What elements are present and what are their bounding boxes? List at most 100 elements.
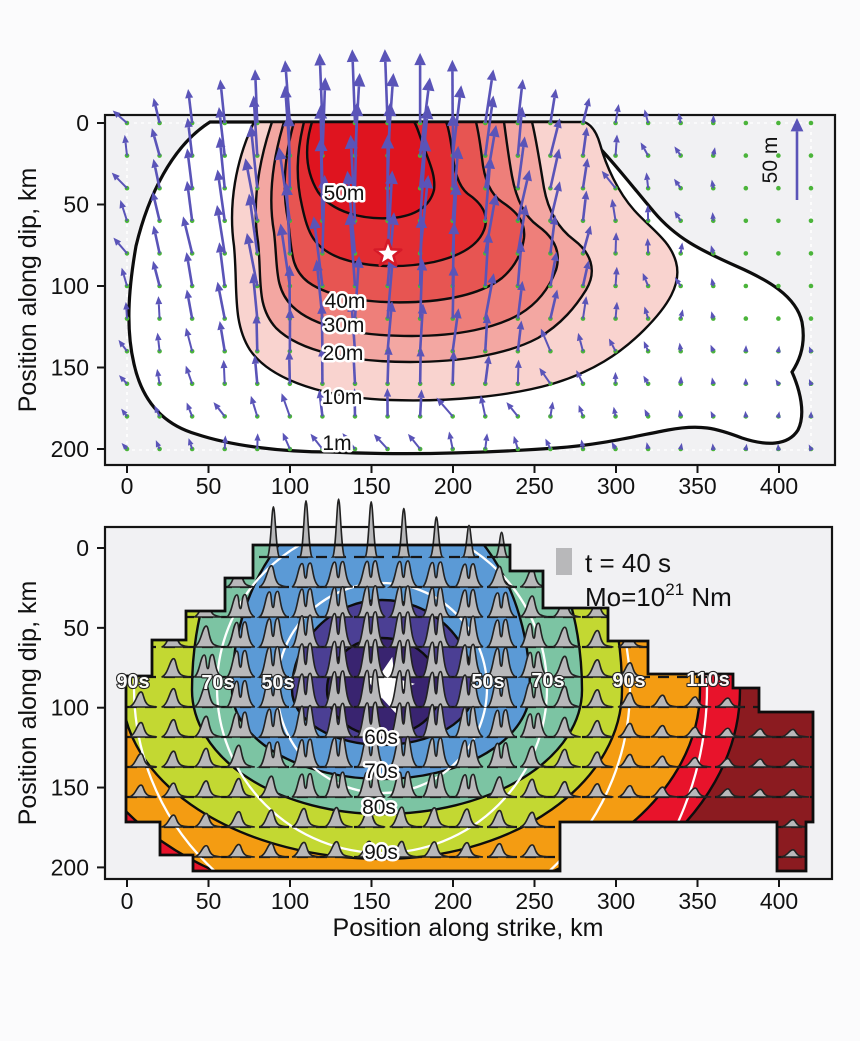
slip-vector-head (347, 301, 357, 312)
slip-vector-shaft (187, 97, 194, 124)
slip-vector-head (674, 277, 682, 285)
slip-vector-shaft (386, 311, 393, 352)
slip-vector-shaft (156, 411, 161, 417)
stf-waveform (552, 716, 581, 738)
slip-vector-head (553, 181, 562, 192)
stf-waveform (585, 783, 614, 798)
slip-vector-head (416, 259, 428, 271)
stf-waveform (517, 681, 549, 708)
slip-vector-shaft (549, 260, 557, 287)
slip-vector-shaft (350, 148, 357, 221)
slip-vector-shaft (219, 147, 227, 189)
grid-dot (776, 251, 781, 256)
grid-dot (808, 316, 814, 321)
scale-arrow-label: 50 m (759, 137, 782, 184)
slip-vector-shaft (314, 439, 324, 450)
slip-vector-shaft (542, 373, 552, 385)
slip-vector-head (118, 375, 126, 383)
slip-vector-head (216, 242, 225, 253)
slip-vector-shaft (153, 167, 161, 189)
slip-vector-shaft (284, 439, 291, 450)
x-tick-label: 300 (597, 888, 635, 914)
slip-vector-head (420, 105, 434, 120)
slip-vector-shaft (605, 176, 617, 189)
slip-vector-head (522, 169, 532, 182)
slip-vector-shaft (483, 282, 494, 319)
slip-vector-shaft (117, 114, 128, 124)
slip-vector-shaft (549, 408, 553, 417)
slip-vector-head (710, 377, 716, 385)
slip-vector-shaft (581, 199, 587, 221)
stf-waveform (324, 840, 353, 858)
x-tick-label: 50 (196, 888, 222, 914)
slip-vector-head (484, 156, 496, 169)
slip-vector-shaft (484, 440, 488, 450)
slip-vector-shaft (246, 169, 259, 222)
grid-dot (808, 283, 814, 289)
slip-vector-head (373, 434, 382, 443)
slip-vector-shaft (613, 447, 617, 450)
slip-vector-shaft (646, 179, 650, 189)
time-label-black-90s: 90s (364, 841, 398, 864)
slip-vector-shaft (581, 166, 588, 189)
grid-dot (613, 316, 618, 321)
stf-waveform (258, 775, 288, 798)
slip-vector-head (242, 158, 253, 171)
time-label-white-50s: 50s (261, 672, 294, 694)
slip-vector-head (579, 439, 586, 447)
slip-vector-head (808, 411, 814, 418)
slip-vector-head (453, 85, 466, 99)
slip-vector-shaft (124, 142, 128, 156)
stf-waveform (289, 738, 321, 768)
slip-vector-shaft (441, 403, 454, 418)
grid-dot (808, 153, 814, 158)
slip-vector-head (314, 137, 328, 152)
slip-vector-head (551, 289, 559, 299)
stf-waveform (715, 788, 744, 798)
slip-vector-head (184, 327, 192, 337)
slip-vector-head (613, 266, 620, 275)
slip-vector-head (583, 97, 591, 107)
stf-waveform (193, 780, 223, 798)
stf-waveform (487, 809, 516, 828)
stf-waveform (517, 651, 549, 678)
slip-vector-head (640, 142, 647, 151)
slip-vector-head (386, 72, 399, 87)
stf-waveform (552, 780, 581, 798)
stf-waveform (193, 844, 223, 858)
slip-vector-shaft (153, 268, 161, 287)
slip-vector-head (643, 109, 650, 118)
grid-dot (743, 316, 749, 321)
slip-vector-shaft (645, 116, 650, 124)
stf-waveform (519, 712, 549, 738)
slip-vector-head (539, 367, 547, 377)
stf-waveform (322, 612, 356, 648)
slip-vector-head (249, 272, 259, 284)
stf-waveform (289, 672, 323, 708)
slip-vector-head (516, 241, 526, 252)
slip-contour-label-20m: 20m (323, 342, 364, 365)
stf-waveform (259, 842, 288, 858)
time-label-white-50s: 50s (471, 671, 504, 693)
stf-waveform (354, 560, 386, 588)
slip-vector-head (154, 405, 161, 414)
stf-waveform (715, 727, 744, 738)
x-tick-label: 0 (121, 888, 134, 914)
slip-vector-shaft (612, 206, 617, 221)
stf-waveform (420, 670, 454, 708)
stf-waveform (356, 840, 386, 858)
white-isochron-90s (132, 545, 632, 871)
slip-vector-head (516, 320, 525, 330)
slip-vector-shaft (287, 126, 292, 189)
slip-vector-head (488, 124, 500, 138)
stf-waveform (322, 670, 356, 708)
stf-waveform (585, 751, 614, 768)
stf-waveform (715, 757, 744, 768)
stf-waveform (487, 842, 516, 858)
x-tick-label: 350 (678, 473, 716, 499)
slip-vector-head (417, 389, 425, 399)
slip-vector-head (250, 69, 261, 81)
slip-vector-head (383, 388, 392, 397)
x-tick-label: 100 (271, 888, 309, 914)
